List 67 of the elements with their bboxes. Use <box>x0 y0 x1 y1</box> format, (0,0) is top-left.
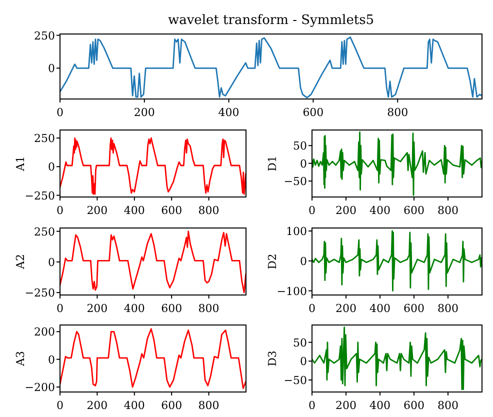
y-tick-label: −200 <box>24 381 55 394</box>
x-tick-label: 800 <box>198 302 220 315</box>
x-tick-label: 0 <box>56 302 64 315</box>
y-axis-title: A1 <box>14 156 27 172</box>
x-tick-label: 800 <box>438 399 458 412</box>
x-tick-label: 600 <box>161 302 182 315</box>
x-tick-label: 600 <box>161 399 182 412</box>
x-tick-label: 200 <box>86 399 108 412</box>
y-axis-title: A2 <box>14 254 27 270</box>
y-tick-label: −50 <box>284 175 307 188</box>
x-tick-label: 400 <box>370 204 390 217</box>
y-tick-label: 0 <box>48 256 55 269</box>
x-tick-label: 600 <box>404 302 424 315</box>
x-tick-label: 800 <box>387 106 408 119</box>
y-axis-title: D2 <box>266 254 279 270</box>
x-tick-label: 400 <box>370 302 390 315</box>
x-tick-label: 400 <box>124 302 145 315</box>
x-tick-label: 0 <box>308 204 316 217</box>
y-tick-label: −100 <box>276 284 307 298</box>
y-tick-label: 50 <box>293 140 307 153</box>
x-tick-label: 0 <box>308 302 316 315</box>
y-tick-label: 0 <box>48 160 55 174</box>
y-tick-label: 250 <box>34 29 55 42</box>
x-tick-label: 600 <box>404 204 424 217</box>
x-tick-label: 400 <box>218 106 240 119</box>
x-tick-label: 200 <box>86 302 108 315</box>
line-series <box>60 230 246 294</box>
line-series <box>60 137 246 195</box>
x-tick-label: 200 <box>336 204 356 217</box>
chart-title: wavelet transform - Symmlets5 <box>168 13 374 28</box>
x-tick-label: 400 <box>124 399 145 412</box>
x-tick-label: 200 <box>336 399 356 412</box>
y-tick-label: 0 <box>48 353 55 366</box>
x-tick-label: 0 <box>56 399 64 412</box>
y-tick-label: −250 <box>24 286 55 300</box>
y-tick-label: 250 <box>34 225 55 238</box>
x-tick-label: 600 <box>161 204 182 217</box>
y-tick-label: 0 <box>300 254 307 268</box>
y-axis-title: D3 <box>266 350 279 366</box>
x-tick-label: 200 <box>86 204 108 217</box>
x-tick-label: 800 <box>438 204 458 217</box>
x-tick-label: 0 <box>56 106 64 119</box>
x-tick-label: 200 <box>134 106 155 119</box>
y-tick-label: 0 <box>300 355 307 368</box>
y-tick-label: 0 <box>48 62 55 76</box>
y-tick-label: 200 <box>34 326 55 339</box>
x-tick-label: 400 <box>124 204 145 217</box>
y-tick-label: −250 <box>24 189 55 202</box>
y-tick-label: 50 <box>293 336 307 350</box>
y-tick-label: 250 <box>34 132 55 146</box>
x-tick-label: 800 <box>438 302 458 315</box>
line-series <box>312 230 482 292</box>
y-tick-label: 0 <box>300 157 307 170</box>
y-axis-title: A3 <box>14 351 27 367</box>
x-tick-label: 600 <box>404 399 424 412</box>
y-tick-label: 100 <box>286 224 307 238</box>
x-tick-label: 600 <box>302 106 324 119</box>
x-tick-label: 400 <box>370 399 390 412</box>
line-series <box>60 36 482 98</box>
x-tick-label: 200 <box>336 302 356 315</box>
line-series <box>60 328 246 390</box>
x-tick-label: 800 <box>198 399 220 412</box>
y-tick-label: −50 <box>284 374 307 387</box>
x-tick-label: 800 <box>198 204 220 217</box>
x-tick-label: 0 <box>56 204 64 217</box>
x-tick-label: 0 <box>308 399 316 412</box>
y-axis-title: D1 <box>266 156 279 172</box>
